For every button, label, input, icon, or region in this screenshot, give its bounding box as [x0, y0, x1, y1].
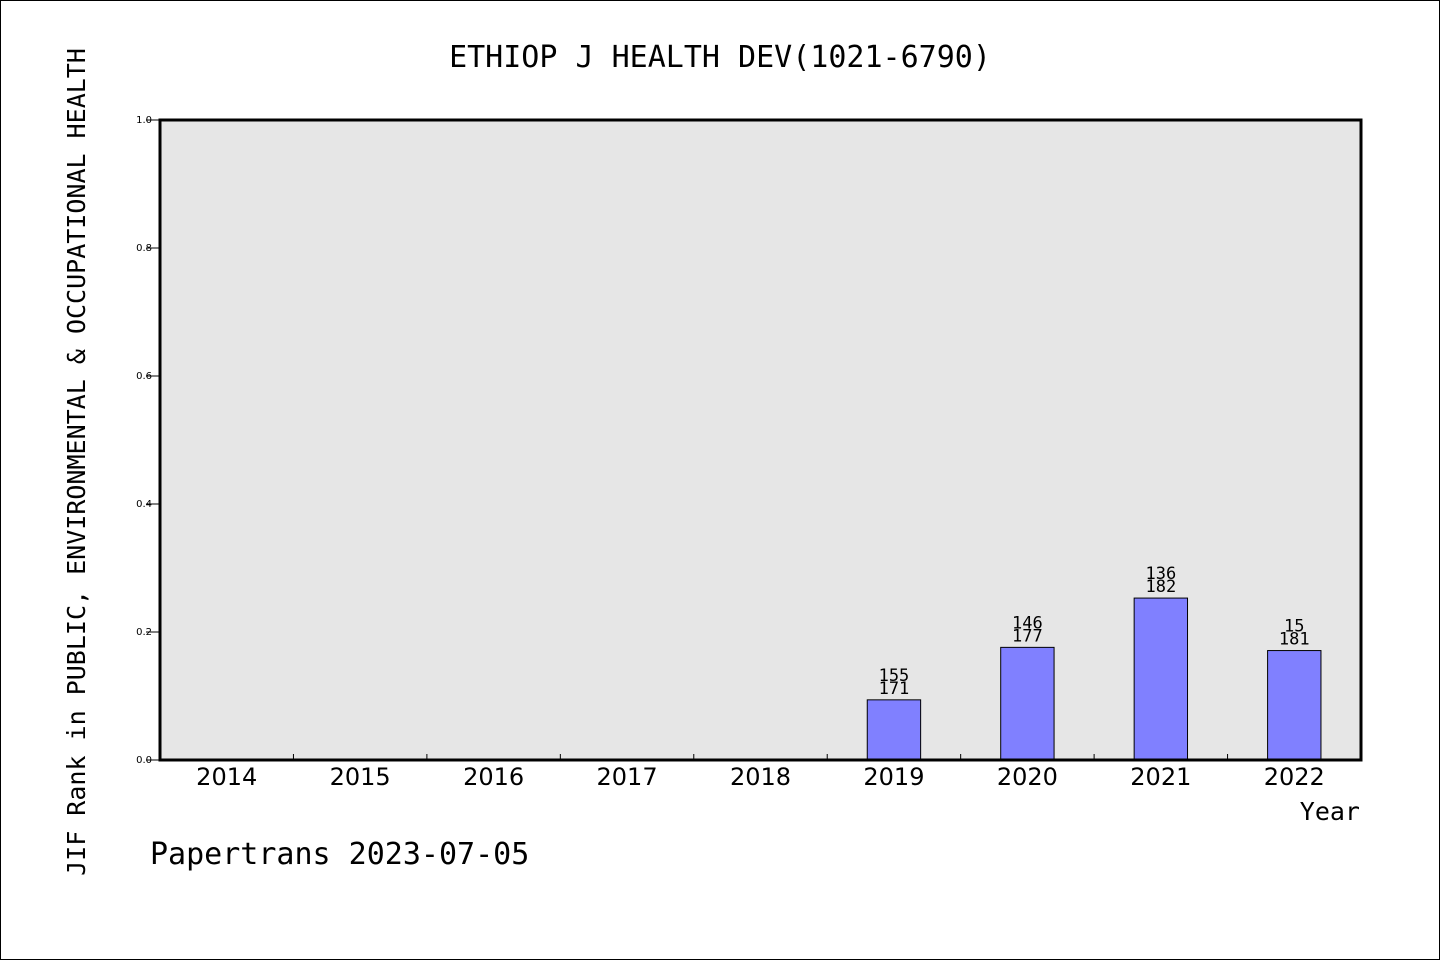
x-tick-label: 2021	[1130, 763, 1191, 791]
bar-rank-label: 136	[1145, 564, 1176, 584]
bar-rank-label: 155	[879, 666, 910, 686]
x-tick-label: 2016	[463, 763, 524, 791]
x-tick-label: 2019	[863, 763, 924, 791]
x-tick-label: 2018	[730, 763, 791, 791]
bar-total-label: 177	[1012, 626, 1043, 646]
axis-ticks: 0.0 0.2 0.4 0.6 0.8 1.0	[136, 115, 1229, 766]
x-tick-label: 2014	[196, 763, 257, 791]
y-tick-label: 1.0	[136, 115, 152, 126]
bar-2022	[1267, 650, 1322, 761]
y-tick-label: 0.2	[136, 627, 152, 638]
x-axis-label: Year	[1300, 797, 1360, 826]
x-tick-label: 2020	[997, 763, 1058, 791]
chart-title: ETHIOP J HEALTH DEV(1021-6790)	[449, 40, 991, 75]
bar-total-label: 182	[1145, 577, 1176, 597]
bar-2020	[1000, 646, 1055, 761]
bar-labels-group: 2014 2015 2016 2017 2018 2019 2020 2021 20221551…	[196, 564, 1325, 791]
bar-2021	[1133, 597, 1189, 761]
x-tick-label: 2022	[1264, 763, 1325, 791]
bar-total-label: 171	[879, 679, 910, 699]
plot-border	[158, 118, 1363, 762]
y-tick-label: 0.6	[136, 371, 152, 382]
x-tick-label: 2015	[330, 763, 391, 791]
footer-source-date: Papertrans 2023-07-05	[150, 837, 529, 872]
bar-rank-label: 146	[1012, 613, 1043, 633]
y-tick-label: 0.4	[136, 499, 152, 510]
bar-2019	[866, 699, 922, 761]
y-tick-label: 0.8	[136, 243, 152, 254]
bar-total-label: 181	[1279, 630, 1310, 650]
y-tick-label: 0.0	[136, 755, 152, 766]
y-axis-label: JIF Rank in PUBLIC, ENVIRONMENTAL & OCCU…	[62, 48, 91, 876]
x-tick-label: 2017	[597, 763, 658, 791]
bars-group	[866, 597, 1322, 761]
bar-rank-label: 15	[1284, 617, 1304, 637]
